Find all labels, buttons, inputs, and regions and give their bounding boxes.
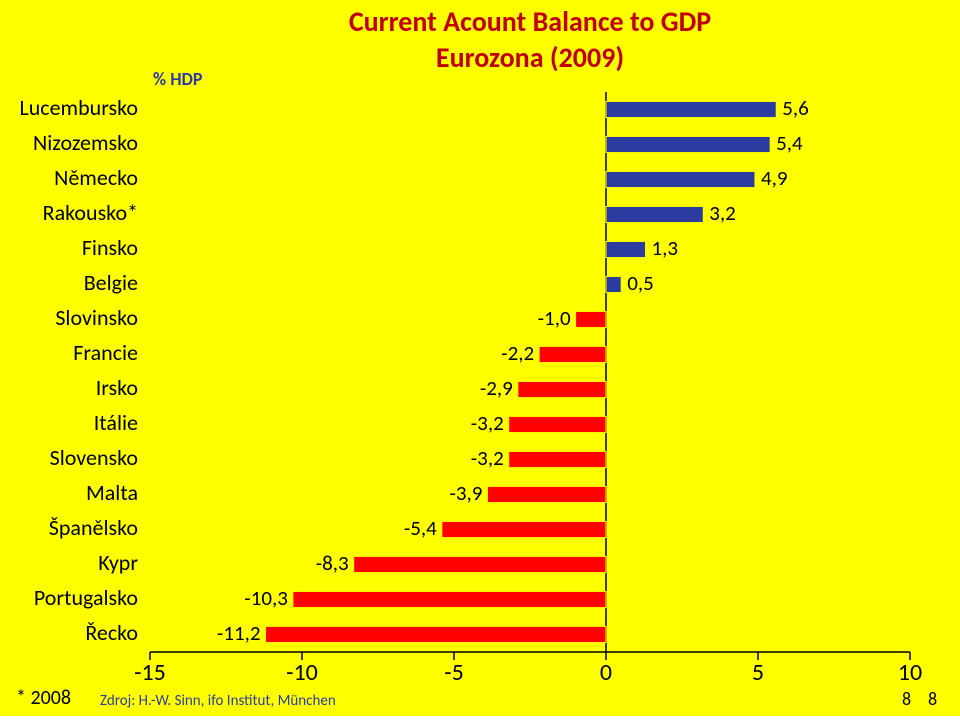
chart-title-line1: Current Acount Balance to GDP: [180, 4, 880, 39]
value-label: -3,2: [454, 445, 504, 471]
x-tick-label: 0: [566, 658, 646, 687]
category-label: Finsko: [0, 234, 138, 261]
category-label: Malta: [0, 479, 138, 506]
category-label: Slovensko: [0, 444, 138, 471]
value-label: 5,6: [782, 95, 809, 121]
x-tick-label: 10: [870, 658, 950, 687]
category-label: Slovinsko: [0, 304, 138, 331]
category-label: Irsko: [0, 374, 138, 401]
category-label: Portugalsko: [0, 584, 138, 611]
category-label: Nizozemsko: [0, 129, 138, 156]
page-number-b: 8: [928, 688, 937, 710]
value-label: 3,2: [709, 200, 736, 226]
category-label: Lucembursko: [0, 94, 138, 121]
value-label: -3,9: [432, 480, 482, 506]
x-tick-label: -10: [262, 658, 342, 687]
value-label: -2,2: [484, 340, 534, 366]
value-label: 0,5: [627, 270, 654, 296]
x-tick-label: 5: [718, 658, 798, 687]
footnote-year: * 2008: [16, 686, 71, 710]
page-number-a: 8: [902, 688, 911, 710]
x-tick-label: -5: [414, 658, 494, 687]
x-tick-label: -15: [110, 658, 190, 687]
value-label: -3,2: [454, 410, 504, 436]
value-label: 1,3: [652, 235, 679, 261]
value-label: -5,4: [387, 515, 437, 541]
value-label: 5,4: [776, 130, 803, 156]
category-label: Kypr: [0, 549, 138, 576]
axis-label: % HDP: [153, 68, 202, 90]
category-label: Itálie: [0, 409, 138, 436]
category-label: Německo: [0, 164, 138, 191]
category-label: Španělsko: [0, 514, 138, 541]
category-label: Belgie: [0, 269, 138, 296]
category-label: Francie: [0, 339, 138, 366]
footnote-source: Zdroj: H.-W. Sinn, ifo Institut, München: [100, 692, 336, 710]
chart-canvas: [0, 0, 960, 716]
category-label: Řecko: [0, 619, 138, 646]
chart-title-line2: Eurozona (2009): [180, 40, 880, 75]
value-label: -10,3: [238, 585, 288, 611]
category-label: Rakousko*: [0, 199, 138, 226]
value-label: -2,9: [463, 375, 513, 401]
value-label: 4,9: [761, 165, 788, 191]
value-label: -1,0: [521, 305, 571, 331]
value-label: -11,2: [211, 620, 261, 646]
value-label: -8,3: [299, 550, 349, 576]
